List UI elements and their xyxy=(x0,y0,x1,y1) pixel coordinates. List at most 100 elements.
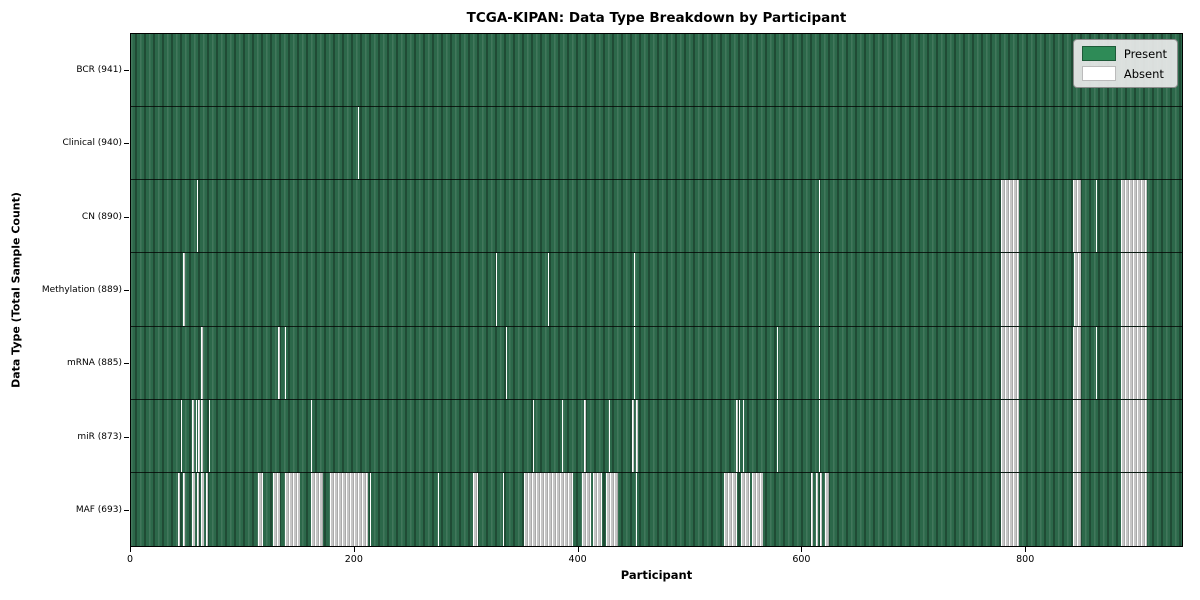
y-tick-label: BCR (941) xyxy=(76,64,122,75)
y-tick-label: MAF (693) xyxy=(75,505,122,516)
legend: Present Absent xyxy=(1072,39,1178,88)
x-axis-label: Participant xyxy=(620,568,693,582)
absent-segment xyxy=(1073,253,1082,326)
absent-segment xyxy=(272,472,280,546)
absent-segment xyxy=(562,399,564,472)
x-tick-label: 800 xyxy=(1016,554,1035,565)
absent-segment xyxy=(584,399,586,472)
absent-segment xyxy=(582,472,592,546)
absent-segment xyxy=(724,472,738,546)
y-tick-mark xyxy=(124,69,129,71)
heatmap-row-mir xyxy=(131,399,1182,473)
legend-entry-absent: Absent xyxy=(1081,66,1167,81)
absent-segment xyxy=(1095,326,1098,399)
absent-segment xyxy=(195,399,197,472)
absent-segment xyxy=(181,399,183,472)
absent-segment xyxy=(192,472,195,546)
absent-segment xyxy=(1095,180,1098,253)
y-tick-mark xyxy=(124,290,129,291)
absent-segment xyxy=(357,107,359,180)
absent-segment xyxy=(1072,180,1082,253)
x-tick-mark xyxy=(801,547,803,552)
absent-segment xyxy=(633,326,635,399)
absent-segment xyxy=(533,399,535,472)
absent-segment xyxy=(632,399,634,472)
legend-entry-present: Present xyxy=(1081,46,1167,61)
absent-swatch-icon xyxy=(1081,66,1116,81)
absent-segment xyxy=(1001,399,1019,472)
absent-segment xyxy=(635,472,638,546)
absent-segment xyxy=(205,472,209,546)
absent-segment xyxy=(1001,253,1019,326)
absent-segment xyxy=(633,253,635,326)
absent-segment xyxy=(635,399,639,472)
absent-segment xyxy=(370,472,372,546)
absent-segment xyxy=(198,399,201,472)
x-tick-mark xyxy=(1025,547,1027,552)
x-tick-mark xyxy=(130,547,131,552)
absent-segment xyxy=(438,472,440,546)
absent-segment xyxy=(751,472,764,546)
absent-segment xyxy=(310,399,312,472)
y-tick-label: Clinical (940) xyxy=(62,138,122,149)
absent-segment xyxy=(285,472,300,546)
heatmap-row-cn xyxy=(131,180,1182,254)
heatmap-row-methylation xyxy=(131,253,1182,327)
x-tick-label: 200 xyxy=(344,554,363,565)
absent-segment xyxy=(824,472,830,546)
y-axis-label: Data Type (Total Sample Count) xyxy=(9,192,23,388)
absent-segment xyxy=(472,472,479,546)
absent-segment xyxy=(329,472,368,546)
heatmap-plot-area xyxy=(130,33,1183,547)
absent-segment xyxy=(502,472,505,546)
absent-segment xyxy=(1120,253,1148,326)
absent-segment xyxy=(609,399,611,472)
y-tick-label: Methylation (889) xyxy=(41,285,122,295)
absent-segment xyxy=(192,399,194,472)
absent-segment xyxy=(209,399,211,472)
y-tick-label: CN (890) xyxy=(81,211,122,222)
absent-segment xyxy=(201,399,203,472)
x-tick-mark xyxy=(353,547,355,552)
absent-segment xyxy=(819,253,821,326)
absent-segment xyxy=(740,472,750,546)
x-tick-label: 0 xyxy=(126,554,134,565)
y-tick-mark xyxy=(124,436,129,438)
absent-segment xyxy=(506,326,508,399)
chart-title: TCGA-KIPAN: Data Type Breakdown by Parti… xyxy=(466,10,847,26)
absent-segment xyxy=(1001,472,1019,546)
y-tick-label: mRNA (885) xyxy=(67,358,122,369)
absent-segment xyxy=(1072,326,1082,399)
absent-segment xyxy=(815,472,818,546)
absent-segment xyxy=(1120,472,1148,546)
absent-segment xyxy=(819,399,821,472)
absent-segment xyxy=(183,472,185,546)
absent-segment xyxy=(1120,399,1148,472)
absent-segment xyxy=(1001,180,1019,253)
y-tick-mark xyxy=(124,510,129,512)
absent-segment xyxy=(820,472,823,546)
absent-segment xyxy=(196,472,200,546)
absent-segment xyxy=(593,472,603,546)
x-tick-label: 400 xyxy=(568,554,587,565)
absent-segment xyxy=(196,180,199,253)
heatmap-row-maf xyxy=(131,472,1182,546)
absent-segment xyxy=(605,472,618,546)
absent-segment xyxy=(201,326,203,399)
absent-segment xyxy=(310,472,324,546)
absent-segment xyxy=(285,326,287,399)
absent-segment xyxy=(524,472,574,546)
absent-segment xyxy=(1120,326,1148,399)
absent-segment xyxy=(278,326,280,399)
legend-absent-label: Absent xyxy=(1123,66,1164,81)
absent-segment xyxy=(258,472,263,546)
absent-segment xyxy=(738,399,740,472)
absent-segment xyxy=(776,399,778,472)
heatmap-row-clinical xyxy=(131,107,1182,181)
absent-segment xyxy=(183,253,185,326)
absent-segment xyxy=(1072,399,1082,472)
absent-segment xyxy=(1001,326,1019,399)
y-tick-mark xyxy=(124,216,129,218)
absent-segment xyxy=(776,326,778,399)
absent-segment xyxy=(496,253,498,326)
